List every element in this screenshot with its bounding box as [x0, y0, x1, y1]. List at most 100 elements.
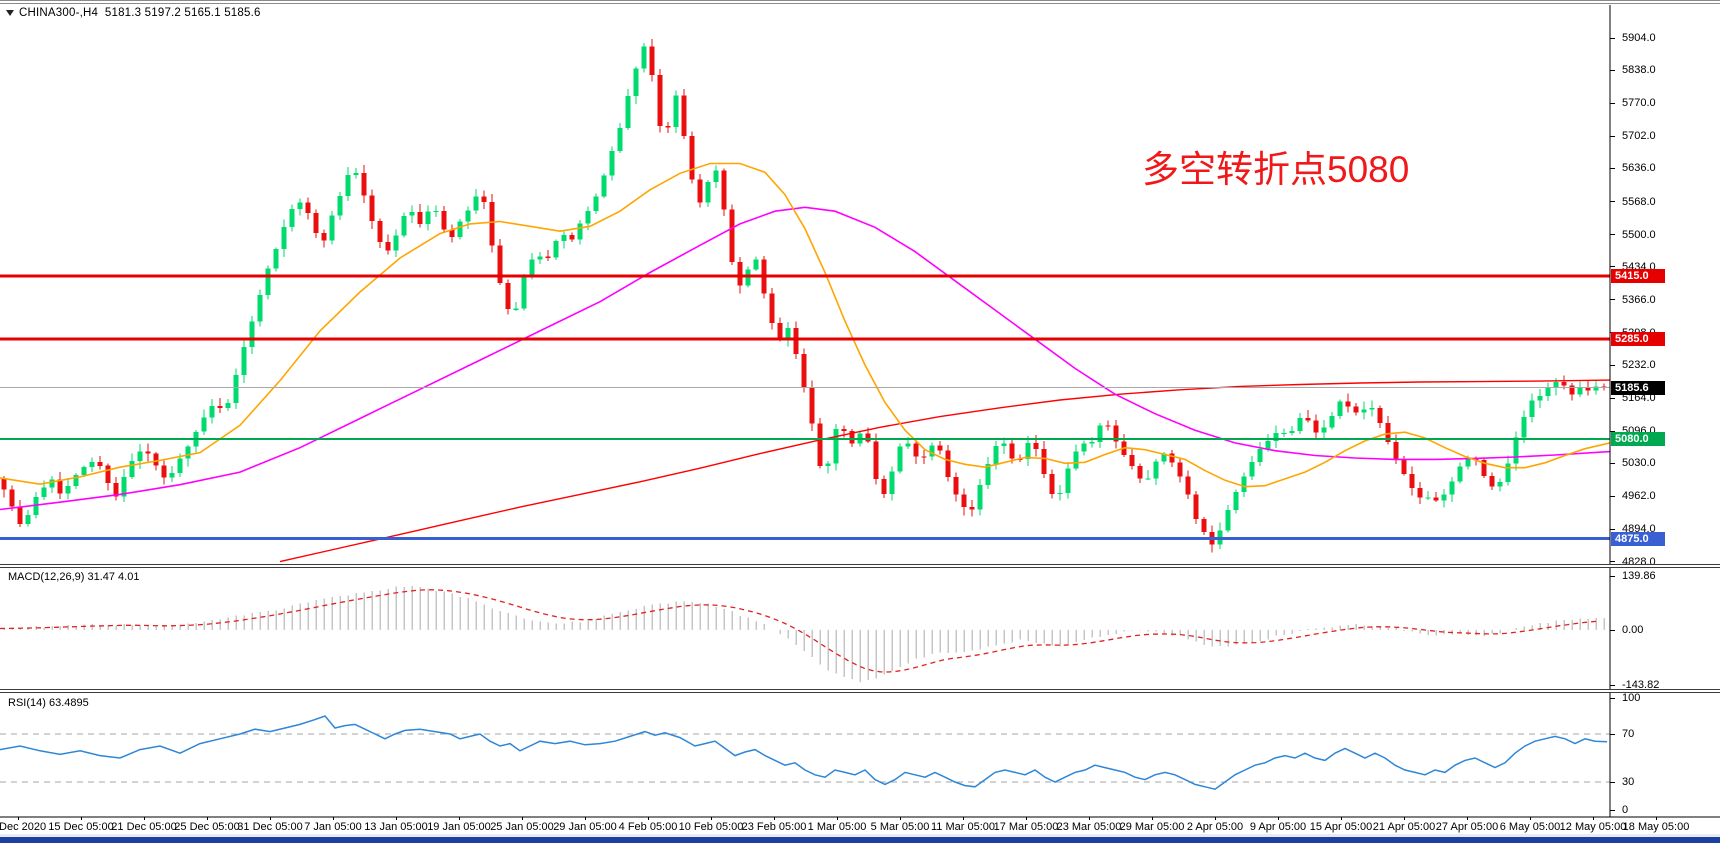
- macd-tick-mark: [1610, 575, 1615, 577]
- time-tick-mark: [1467, 817, 1468, 820]
- time-tick-mark: [900, 817, 901, 820]
- price-tick-label: 5904.0: [1622, 32, 1656, 44]
- ma-slow-red-line: [279, 379, 1610, 563]
- time-tick-label: 25 Jan 05:00: [490, 821, 554, 833]
- macd-tick-label: -143.82: [1622, 679, 1660, 692]
- price-tick-label: 5366.0: [1622, 293, 1656, 306]
- rsi-tick-label: 70: [1622, 728, 1635, 740]
- price-tick-mark: [1610, 234, 1615, 236]
- time-tick-mark: [774, 817, 775, 820]
- time-tick-mark: [18, 817, 19, 820]
- price-tick-label: 5500.0: [1622, 228, 1656, 241]
- ma-fast-orange-line: [0, 162, 1610, 488]
- rsi-tick-mark: [1610, 781, 1615, 783]
- time-tick-label: 17 Mar 05:00: [993, 821, 1059, 833]
- time-tick-label: 12 May 05:00: [1559, 821, 1627, 833]
- time-tick-mark: [1026, 817, 1027, 820]
- macd-tick-label: 139.86: [1622, 570, 1656, 583]
- price-tick-label: 5702.0: [1622, 130, 1656, 143]
- price-tick-label: 5030.0: [1622, 457, 1656, 470]
- price-tick-label: 5636.0: [1622, 162, 1656, 175]
- price-tick-mark: [1610, 528, 1615, 530]
- time-tick-mark: [396, 817, 397, 820]
- time-tick-mark: [144, 817, 145, 820]
- macd-signal-line: [0, 589, 1601, 673]
- time-tick-label: 21 Dec 05:00: [111, 821, 177, 833]
- time-tick-label: 23 Feb 05:00: [741, 821, 807, 833]
- price-tick-mark: [1610, 201, 1615, 202]
- rsi-tick-label: 0: [1622, 804, 1629, 816]
- macd-tick-mark: [1610, 629, 1615, 631]
- panel-separator-macd[interactable]: [0, 564, 1720, 568]
- price-flag-5185.6: 5185.6: [1611, 380, 1665, 395]
- price-flag-5080.0: 5080.0: [1611, 431, 1665, 446]
- time-tick-mark: [963, 817, 964, 820]
- time-tick-label: 7 Jan 05:00: [304, 821, 362, 833]
- axis-frame: [0, 5, 1720, 818]
- chart-text-annotation[interactable]: 多空转折点5080: [1142, 149, 1410, 190]
- price-flag-4875.0: 4875.0: [1611, 531, 1665, 546]
- price-tick-label: 5838.0: [1622, 64, 1656, 77]
- time-tick-label: 25 Dec 05:00: [174, 821, 240, 833]
- time-tick-mark: [1278, 817, 1279, 820]
- rsi-tick-label: 100: [1622, 692, 1641, 704]
- window-bottom-edge: [0, 834, 1720, 837]
- price-tick-label: 5568.0: [1622, 195, 1656, 208]
- price-flag-5415.0: 5415.0: [1611, 268, 1665, 283]
- time-tick-mark: [1152, 817, 1153, 820]
- rsi-guides: [0, 733, 1610, 783]
- panel-separator-rsi[interactable]: [0, 689, 1720, 693]
- time-tick-label: 21 Apr 05:00: [1372, 821, 1436, 833]
- time-tick-mark: [522, 817, 523, 820]
- price-tick-mark: [1610, 364, 1615, 366]
- symbol-dropdown-icon[interactable]: [6, 9, 14, 16]
- window-bottom-bar: [0, 837, 1720, 843]
- rsi-tick-mark: [1610, 733, 1615, 735]
- price-tick-mark: [1610, 495, 1615, 497]
- time-tick-label: 4 Feb 05:00: [618, 821, 678, 833]
- time-tick-label: 6 May 05:00: [1499, 821, 1561, 833]
- time-tick-mark: [270, 817, 271, 820]
- time-tick-label: 27 Apr 05:00: [1435, 821, 1499, 833]
- rsi-line: [0, 715, 1608, 791]
- time-tick-mark: [1341, 817, 1342, 820]
- price-tick-mark: [1610, 102, 1615, 104]
- price-tick-mark: [1610, 397, 1615, 399]
- chart-title: CHINA300-,H4 5181.3 5197.2 5165.1 5185.6: [19, 6, 261, 19]
- price-tick-label: 5164.0: [1622, 392, 1656, 405]
- time-tick-label: 15 Apr 05:00: [1309, 821, 1373, 833]
- time-tick-mark: [585, 817, 586, 820]
- time-tick-mark: [1215, 817, 1216, 820]
- price-tick-mark: [1610, 69, 1615, 71]
- candlestick-series: [1, 39, 1607, 553]
- price-tick-mark: [1610, 430, 1615, 432]
- time-tick-mark: [459, 817, 460, 820]
- price-tick-label: 5232.0: [1622, 359, 1656, 371]
- time-tick-label: 13 Jan 05:00: [364, 821, 428, 833]
- time-tick-label: 10 Feb 05:00: [678, 821, 744, 833]
- macd-tick-label: 0.00: [1622, 624, 1644, 636]
- time-tick-mark: [207, 817, 208, 820]
- rsi-tick-mark: [1610, 809, 1615, 811]
- time-tick-mark: [1404, 817, 1405, 820]
- time-tick-label: 15 Dec 05:00: [48, 821, 114, 833]
- price-tick-mark: [1610, 462, 1615, 464]
- macd-tick-mark: [1610, 684, 1615, 686]
- time-tick-label: 19 Jan 05:00: [427, 821, 491, 833]
- rsi-indicator-label: RSI(14) 63.4895: [8, 697, 89, 709]
- price-tick-mark: [1610, 37, 1615, 39]
- time-tick-label: 31 Dec 05:00: [237, 821, 303, 833]
- time-tick-label: 9 Dec 2020: [0, 821, 47, 833]
- time-tick-mark: [837, 817, 838, 820]
- time-tick-label: 23 Mar 05:00: [1056, 821, 1122, 833]
- time-tick-label: 18 May 05:00: [1622, 821, 1690, 833]
- time-tick-label: 9 Apr 05:00: [1249, 821, 1307, 833]
- time-tick-mark: [648, 817, 649, 820]
- ma-mid-magenta-line: [0, 206, 1610, 511]
- time-tick-mark: [1593, 817, 1594, 820]
- time-tick-mark: [1656, 817, 1657, 820]
- time-tick-label: 11 Mar 05:00: [930, 821, 996, 833]
- time-tick-mark: [1530, 817, 1531, 820]
